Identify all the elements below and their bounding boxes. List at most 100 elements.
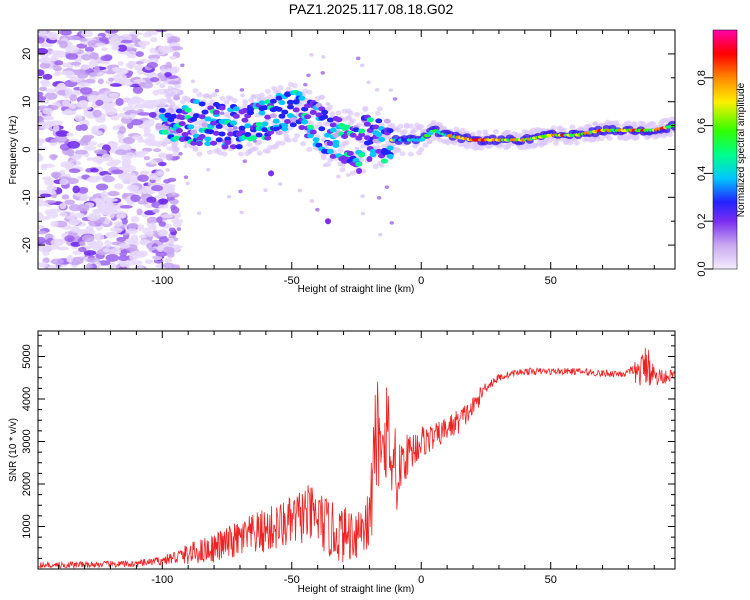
spectrogram-cell: [173, 135, 181, 141]
spectrogram-cell: [275, 95, 283, 101]
spectrogram-cell: [198, 114, 206, 120]
spectrogram-cell: [204, 141, 212, 147]
spectrogram-cell: [598, 136, 605, 142]
spectrogram-cell: [358, 132, 366, 138]
spectrogram-cell: [306, 89, 313, 95]
spectrogram-cell: [71, 256, 84, 265]
spectrogram-cell: [118, 255, 129, 262]
spectrogram-cell: [244, 132, 252, 138]
spectrogram-cell: [119, 261, 127, 268]
spectrogram-cell: [401, 129, 408, 135]
spectrogram-cell: [69, 218, 81, 226]
spectrogram-cell: [192, 88, 199, 94]
spectrogram-cell: [346, 173, 351, 177]
spectrogram-cell: [312, 137, 320, 143]
spectrogram-cell: [100, 55, 113, 62]
spectrogram-cell: [158, 107, 166, 113]
spectrogram-cell: [101, 46, 108, 52]
spectrogram-cell: [573, 140, 580, 146]
spectrogram-cell: [230, 144, 238, 150]
y-tick-label: 20: [21, 48, 33, 60]
spectrogram-cell: [167, 192, 180, 199]
spectrogram-cell: [332, 139, 340, 145]
spectrogram-cell: [113, 221, 124, 227]
spectrogram-cell: [251, 94, 256, 98]
snr-x-axis-title: Height of straight line (km): [298, 584, 415, 595]
spectrogram-cell: [399, 151, 406, 157]
spectrogram-cell: [165, 168, 170, 172]
spectrogram-cell: [356, 56, 361, 61]
spectrogram-cell: [113, 73, 127, 82]
spectrogram-cell: [126, 184, 140, 192]
spectrogram-cell: [212, 109, 220, 115]
spectrogram-cell: [38, 37, 45, 44]
spectrogram-cell: [90, 168, 99, 173]
spectrogram-cell: [241, 117, 249, 123]
spectrogram-cell: [374, 87, 380, 92]
snr-ticks: [38, 331, 675, 570]
spectrogram-cell: [52, 65, 63, 71]
spectrogram-cell: [355, 161, 363, 167]
spectrogram-y-tick-labels: -20 -10 0 10 20: [21, 48, 33, 253]
spectrogram-cell: [329, 111, 336, 117]
spectrogram-cell: [363, 121, 371, 127]
spectrogram-cell: [264, 148, 271, 154]
spectrogram-cell: [125, 62, 136, 69]
spectrogram-cell: [219, 111, 225, 115]
spectrogram-cell: [175, 155, 180, 160]
spectrogram-cell: [109, 83, 122, 87]
spectrogram-cell: [160, 46, 173, 54]
spectrogram-cell: [111, 169, 124, 175]
spectrogram-cell: [306, 73, 311, 78]
spectrogram-cell: [269, 113, 277, 119]
spectrogram-cell: [155, 30, 168, 33]
spectrogram-cell: [105, 231, 119, 238]
spectrogram-cell: [151, 185, 163, 192]
spectrogram-cell: [161, 141, 168, 147]
spectrogram-cell: [187, 124, 195, 130]
spectrogram-cell: [343, 124, 351, 130]
spectrogram-cell: [78, 246, 87, 253]
spectrogram-cell: [284, 92, 292, 98]
spectrogram-cell: [87, 94, 99, 102]
spectrogram-cell: [92, 156, 105, 163]
spectrogram-cell: [91, 130, 103, 136]
spectrogram-cell: [232, 126, 238, 130]
spectrogram-cell: [281, 126, 289, 132]
spectrogram-cell: [130, 216, 140, 223]
spectrogram-cell: [380, 143, 387, 149]
spectrogram-cell: [86, 157, 94, 161]
spectrogram-cell: [206, 167, 211, 172]
spectrogram-cell: [50, 220, 59, 228]
spectrogram-cell: [161, 129, 169, 135]
spectrogram-cell: [210, 120, 218, 126]
spectrogram-cell: [139, 170, 151, 175]
spectrogram-cell: [255, 132, 263, 138]
spectrogram-cell: [50, 258, 64, 265]
spectrogram-cell: [38, 106, 45, 111]
spectrogram-cell: [369, 152, 377, 158]
spectrogram-cell: [326, 117, 334, 123]
spectrogram-cell: [478, 145, 485, 151]
spectrogram-cell: [325, 101, 330, 106]
spectrogram-cell: [321, 55, 326, 59]
spectrogram-cell: [94, 208, 103, 214]
spectrogram-cell: [143, 32, 152, 38]
spectrogram-cell: [158, 161, 167, 167]
spectrogram-cell: [378, 137, 386, 143]
spectrogram-cell: [180, 99, 187, 105]
spectrogram-cell: [291, 83, 298, 89]
spectrogram-cell: [107, 262, 117, 269]
spectrogram-y-axis-title: Frequency (Hz): [8, 116, 19, 185]
spectrogram-cell: [315, 207, 320, 212]
spectrogram-cell: [386, 145, 394, 151]
spectrogram-ticks: [38, 29, 675, 270]
spectrogram-cell: [196, 151, 203, 157]
spectrogram-cell: [275, 140, 282, 146]
spectrogram-cell: [169, 91, 176, 97]
spectrogram-cell: [142, 99, 157, 105]
spectrogram-cell: [163, 179, 171, 184]
spectrogram-cell: [352, 127, 360, 133]
spectrogram-cell: [59, 30, 72, 36]
spectrogram-cell: [68, 104, 77, 109]
